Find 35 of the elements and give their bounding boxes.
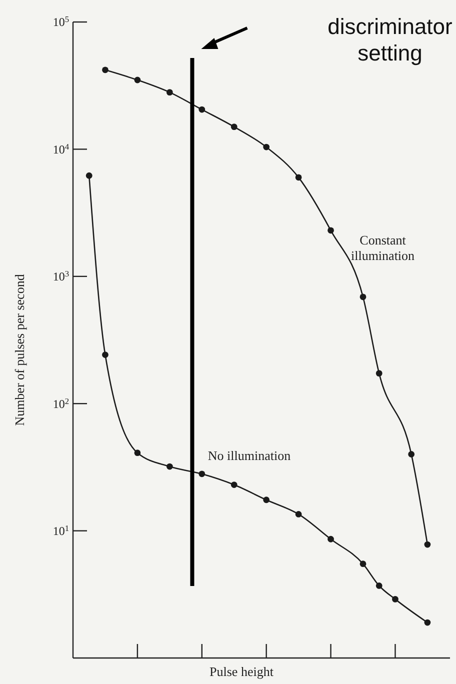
- series-label: Constant illumination: [350, 232, 416, 263]
- point: [376, 370, 382, 377]
- point: [424, 541, 431, 548]
- y-tick-label: 10$^{1}$: [52, 524, 69, 538]
- y-tick-label: 10$^{4}$: [52, 142, 70, 156]
- x-axis-title: Pulse height: [210, 664, 274, 679]
- point: [263, 496, 270, 504]
- point: [230, 482, 238, 488]
- point: [166, 89, 173, 96]
- point: [102, 352, 108, 358]
- point: [392, 596, 398, 602]
- y-tick-label: 10$^{2}$: [52, 396, 69, 411]
- y-tick-label: 10$^{3}$: [52, 269, 69, 284]
- point: [360, 294, 366, 300]
- point: [134, 76, 141, 84]
- point: [424, 619, 431, 626]
- point: [408, 451, 415, 458]
- point: [328, 536, 334, 542]
- y-axis-title: Number of pulses per second: [12, 274, 27, 426]
- y-tick-label: 10$^{5}$: [52, 14, 69, 30]
- point: [134, 450, 141, 456]
- point: [102, 66, 108, 74]
- point: [166, 463, 173, 470]
- point: [230, 124, 238, 130]
- point: [198, 106, 206, 113]
- point: [328, 227, 334, 234]
- point: [198, 470, 206, 478]
- point: [360, 560, 366, 568]
- series-label: No illumination: [208, 448, 292, 463]
- point: [263, 144, 270, 150]
- point: [376, 582, 382, 589]
- annotation: discriminator setting: [328, 14, 452, 66]
- point: [295, 511, 302, 518]
- point: [295, 174, 302, 181]
- point: [86, 172, 92, 179]
